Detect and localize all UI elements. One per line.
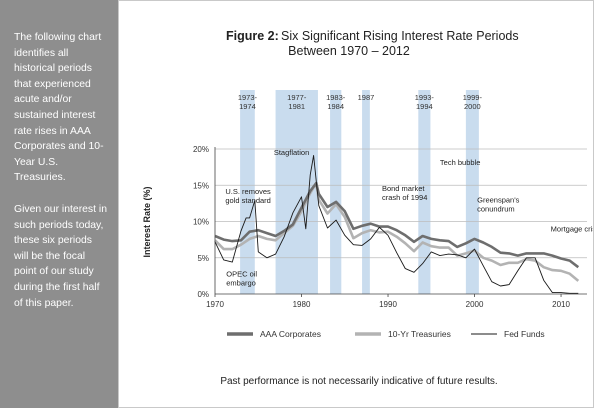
legend-label: 10-Yr Treasuries bbox=[388, 329, 451, 339]
y-tick-label: 10% bbox=[193, 218, 209, 227]
period-band bbox=[465, 90, 479, 294]
annotation-text: crash of 1994 bbox=[382, 193, 427, 202]
period-label: 1983- bbox=[326, 93, 346, 102]
x-tick-label: 1970 bbox=[206, 300, 224, 309]
chart-subtitle: Between 1970 – 2012 bbox=[288, 44, 410, 58]
series-line-treasury bbox=[214, 181, 580, 282]
period-label: 1981 bbox=[288, 102, 305, 111]
annotation-text: gold standard bbox=[225, 196, 270, 205]
interest-rate-chart: Figure 2: Six Significant Rising Interes… bbox=[142, 29, 594, 387]
period-label: 1974 bbox=[239, 102, 256, 111]
period-label: 1984 bbox=[327, 102, 344, 111]
series-lines bbox=[214, 155, 580, 294]
chart-title-prefix: Figure 2: bbox=[226, 29, 279, 43]
annotation-text: Greenspan's bbox=[477, 196, 520, 205]
y-tick-label: 0% bbox=[197, 290, 209, 299]
x-tick-label: 1980 bbox=[293, 300, 311, 309]
chart-title: Six Significant Rising Interest Rate Per… bbox=[281, 29, 519, 43]
period-label: 1994 bbox=[416, 102, 433, 111]
annotation-text: OPEC oil bbox=[226, 270, 257, 279]
x-tick-label: 1990 bbox=[379, 300, 397, 309]
y-tick-label: 15% bbox=[193, 181, 209, 190]
legend-label: Fed Funds bbox=[504, 329, 545, 339]
sidebar-panel: The following chart identifies all histo… bbox=[0, 0, 118, 408]
annotation-text: Mortgage crisis bbox=[551, 225, 593, 234]
period-label: 1993- bbox=[415, 93, 435, 102]
period-label: 2000 bbox=[464, 102, 481, 111]
chart-panel: Figure 2: Six Significant Rising Interes… bbox=[118, 0, 594, 408]
gridlines bbox=[215, 148, 587, 259]
rising-rate-periods: 1973-1974 1977-1981 1983-1984 1987 1993-1994… bbox=[238, 90, 483, 294]
legend-label: AAA Corporates bbox=[260, 329, 321, 339]
annotation-text: embargo bbox=[226, 279, 256, 288]
period-band bbox=[330, 90, 342, 294]
annotation-text: U.S. removes bbox=[225, 187, 271, 196]
period-band bbox=[362, 90, 370, 294]
annotation-text: Stagflation bbox=[274, 148, 309, 157]
x-tick-label: 2000 bbox=[466, 300, 484, 309]
annotation-text: Bond market bbox=[382, 184, 425, 193]
performance-disclaimer: Past performance is not necessarily indi… bbox=[220, 376, 497, 387]
period-label: 1977- bbox=[287, 93, 307, 102]
axes: 0% 5% 10% 15% 20% 1970 1980 1990 2000 2010 bbox=[193, 145, 587, 309]
period-label: 1987 bbox=[358, 93, 375, 102]
chart-legend: AAA Corporates 10-Yr Treasuries Fed Funds bbox=[227, 329, 545, 339]
annotation-text: Tech bubble bbox=[440, 158, 480, 167]
sidebar-paragraph-focus: Given our interest in such periods today… bbox=[14, 203, 107, 309]
y-tick-label: 5% bbox=[197, 254, 209, 263]
series-line-fed bbox=[214, 155, 579, 294]
y-axis-label: Interest Rate (%) bbox=[142, 186, 152, 257]
period-label: 1973- bbox=[238, 93, 258, 102]
annotation-text: conundrum bbox=[477, 205, 515, 214]
y-tick-label: 20% bbox=[193, 145, 209, 154]
sidebar-paragraph-intro: The following chart identifies all histo… bbox=[14, 32, 104, 184]
period-label: 1999- bbox=[463, 93, 483, 102]
series-line-aaa bbox=[214, 181, 580, 269]
x-tick-label: 2010 bbox=[552, 300, 570, 309]
